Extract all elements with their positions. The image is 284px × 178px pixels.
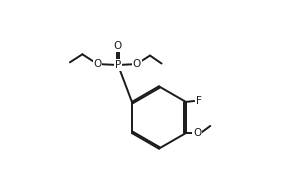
Text: O: O (193, 128, 202, 138)
Text: O: O (114, 41, 122, 51)
Text: O: O (133, 59, 141, 69)
Text: F: F (196, 96, 202, 106)
Text: O: O (93, 59, 102, 69)
Text: P: P (115, 60, 121, 70)
